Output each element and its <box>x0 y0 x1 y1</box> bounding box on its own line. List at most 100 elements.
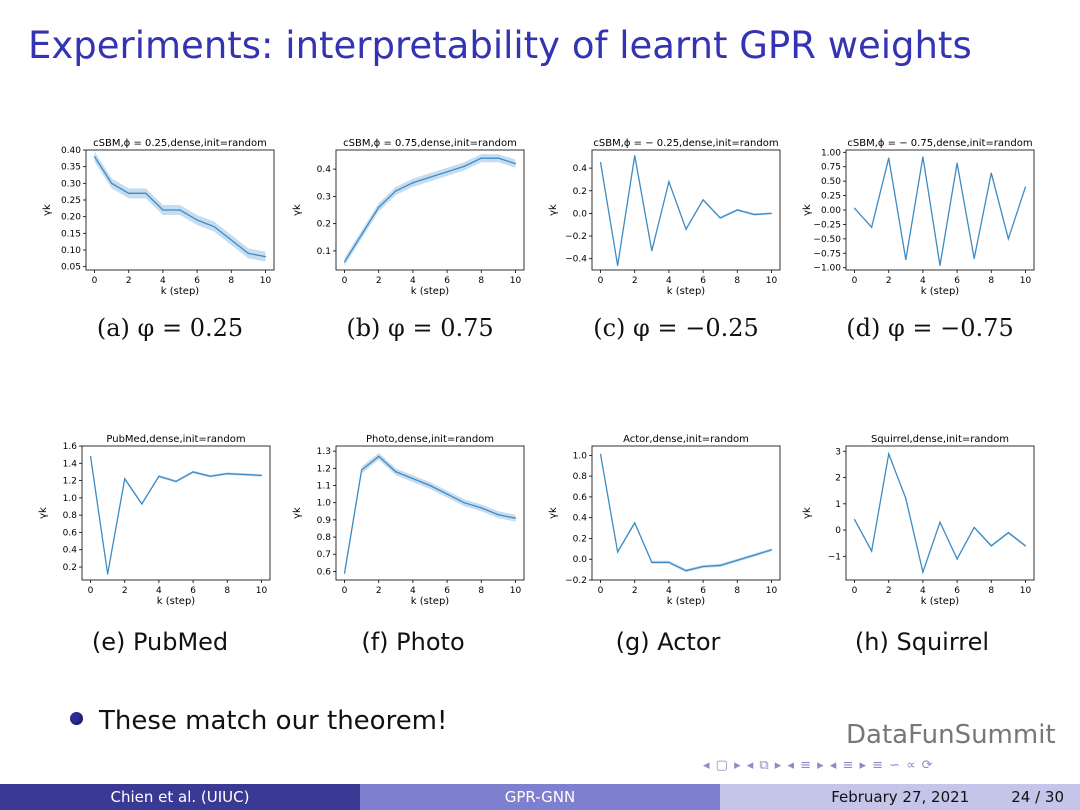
plot-frame <box>591 149 781 271</box>
data-point <box>922 571 924 573</box>
y-tick-label: 0.4 <box>317 165 332 175</box>
data-point <box>412 182 414 184</box>
data-point <box>378 455 380 457</box>
footer-page-number: 24 / 30 <box>1011 788 1064 806</box>
confidence-band <box>90 455 262 576</box>
chart-f-svg: Photo,dense,init=random 0 2 4 6 8 10 0.6 0.7 0.8 0… <box>292 434 525 607</box>
y-tick-label: −1 <box>828 552 841 562</box>
x-tick-label: 10 <box>260 276 272 286</box>
x-tick-label: 6 <box>954 586 960 596</box>
chart-e: PubMed,dense,init=random 0 2 4 6 8 10 0.2 0.4 0.6… <box>36 430 276 614</box>
y-axis-label: γk <box>548 204 559 216</box>
data-point <box>480 157 482 159</box>
x-tick-label: 4 <box>156 586 162 596</box>
chart-title: PubMed,dense,init=random <box>106 434 245 445</box>
y-tick-label: 0.00 <box>821 206 841 216</box>
x-tick-label: 4 <box>920 276 926 286</box>
y-tick-label: 0.4 <box>573 164 588 174</box>
caption-c: (c) φ = −0.25 <box>593 314 759 342</box>
data-point <box>1007 532 1009 534</box>
series-line <box>599 454 772 572</box>
beamer-navigation-icons[interactable]: ◂ ▢ ▸ ◂ ⧉ ▸ ◂ ≡ ▸ ◂ ≡ ▸ ≡ ∽ ∝ ⟳ <box>703 758 934 773</box>
bullet-item: These match our theorem! <box>70 706 447 736</box>
caption-h: (h) Squirrel <box>854 628 990 656</box>
footer-bar: Chien et al. (UIUC) GPR-GNN February 27,… <box>0 784 1080 810</box>
chart-axes: Squirrel,dense,init=random 0 2 4 6 8 10 −1 0 1 2 3 k… <box>802 434 1035 607</box>
x-tick-label: 10 <box>766 586 778 596</box>
data-point <box>141 503 143 505</box>
data-point <box>196 219 198 221</box>
data-point <box>213 226 215 228</box>
caption-f: (f) Photo <box>361 628 465 656</box>
confidence-band <box>854 452 1026 574</box>
plot-frame <box>335 445 525 581</box>
data-point <box>939 521 941 523</box>
data-point <box>1024 186 1027 188</box>
data-point <box>412 478 414 480</box>
data-point <box>264 256 267 258</box>
x-tick-label: 10 <box>510 586 522 596</box>
y-axis-label: γk <box>292 204 303 216</box>
x-tick-label: 0 <box>92 276 98 286</box>
series-line <box>853 451 1026 575</box>
x-tick-label: 2 <box>632 586 638 596</box>
y-tick-label: 0.3 <box>317 192 331 202</box>
data-point <box>668 181 670 183</box>
x-tick-label: 0 <box>342 276 348 286</box>
data-point <box>124 478 126 480</box>
y-tick-label: 0.30 <box>61 179 81 189</box>
y-tick-label: 0.4 <box>63 546 78 556</box>
plot-frame <box>81 445 271 581</box>
x-tick-label: 8 <box>988 586 994 596</box>
data-point <box>230 239 232 241</box>
data-point <box>634 522 636 524</box>
y-tick-label: 1 <box>835 500 841 510</box>
data-point <box>243 473 245 476</box>
data-point <box>668 561 670 563</box>
data-point <box>1007 238 1009 240</box>
caption-g: (g) Actor <box>615 628 721 656</box>
data-point <box>446 171 448 173</box>
x-tick-label: 4 <box>920 586 926 596</box>
confidence-band <box>94 151 266 262</box>
y-tick-label: 1.0 <box>573 451 588 461</box>
data-point <box>128 192 130 194</box>
x-tick-label: 8 <box>478 276 484 286</box>
chart-b-svg: cSBM,ϕ = 0.75,dense,init=random 0 2 4 6 8 10 0.… <box>292 138 525 297</box>
chart-title: Actor,dense,init=random <box>623 434 749 445</box>
y-tick-label: 1.4 <box>63 459 78 469</box>
y-tick-label: 1.1 <box>317 482 331 492</box>
y-tick-label: 0.6 <box>63 528 78 538</box>
data-point <box>770 212 773 214</box>
chart-title: cSBM,ϕ = − 0.75,dense,init=random <box>847 138 1032 149</box>
bullet-text: These match our theorem! <box>99 706 448 736</box>
data-point <box>956 162 958 164</box>
x-tick-label: 2 <box>886 586 892 596</box>
y-axis-label: γk <box>802 507 813 519</box>
y-tick-label: 0.75 <box>821 163 841 173</box>
data-point <box>93 156 96 158</box>
data-point <box>599 161 602 164</box>
chart-axes: cSBM,ϕ = − 0.75,dense,init=random 0 2 4 6 8 10… <box>802 138 1035 297</box>
data-point <box>905 497 907 500</box>
chart-title: cSBM,ϕ = 0.75,dense,init=random <box>343 138 517 149</box>
confidence-band <box>854 156 1026 266</box>
y-tick-label: 0.25 <box>821 192 841 202</box>
data-point <box>973 257 975 260</box>
data-point <box>719 564 721 567</box>
x-axis-label: k (step) <box>161 286 200 297</box>
data-point <box>990 172 992 174</box>
caption-e: (e) PubMed <box>91 628 229 656</box>
chart-f: Photo,dense,init=random 0 2 4 6 8 10 0.6 0.7 0.8 0… <box>290 430 530 614</box>
y-tick-label: 1.00 <box>821 148 841 158</box>
footer-date-page: February 27, 2021 24 / 30 <box>720 784 1080 810</box>
data-point <box>429 484 431 487</box>
x-tick-label: 4 <box>666 586 672 596</box>
data-point <box>871 550 873 552</box>
data-point <box>685 228 687 230</box>
chart-c-svg: cSBM,ϕ = − 0.25,dense,init=random 0 2 4 6 8 10… <box>548 138 781 297</box>
chart-title: cSBM,ϕ = − 0.25,dense,init=random <box>593 138 778 149</box>
data-point <box>853 207 856 209</box>
x-tick-label: 8 <box>988 276 994 286</box>
y-tick-label: 0.10 <box>61 246 81 256</box>
